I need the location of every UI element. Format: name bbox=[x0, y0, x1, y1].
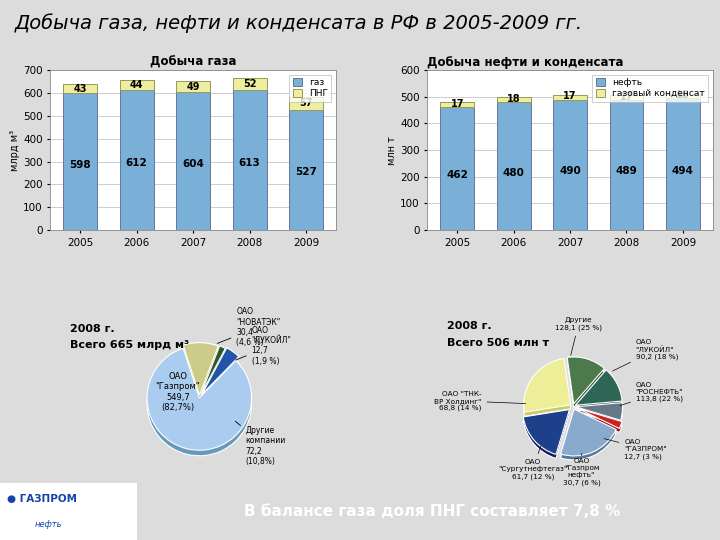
Bar bbox=[610, 95, 644, 100]
Text: ОАО
"Сургутнефтегаз"
61,7 (12 %): ОАО "Сургутнефтегаз" 61,7 (12 %) bbox=[498, 446, 567, 480]
Text: ● ГАЗПРОМ: ● ГАЗПРОМ bbox=[7, 494, 77, 504]
Text: ОАО
"ГАЗПРОМ"
12,7 (3 %): ОАО "ГАЗПРОМ" 12,7 (3 %) bbox=[604, 438, 667, 460]
Legend: газ, ПНГ: газ, ПНГ bbox=[289, 75, 331, 102]
Text: Добыча газа, нефти и конденсата в РФ в 2005-2009 гг.: Добыча газа, нефти и конденсата в РФ в 2… bbox=[14, 14, 582, 33]
Wedge shape bbox=[577, 408, 622, 429]
Bar bbox=[176, 81, 210, 92]
Bar bbox=[233, 78, 266, 90]
Wedge shape bbox=[577, 412, 622, 433]
Text: 2008 г.: 2008 г. bbox=[447, 321, 492, 331]
Text: 489: 489 bbox=[616, 166, 637, 177]
Wedge shape bbox=[183, 348, 218, 401]
Wedge shape bbox=[567, 361, 604, 408]
Wedge shape bbox=[567, 357, 604, 404]
Text: 43: 43 bbox=[73, 84, 87, 93]
Text: 18: 18 bbox=[507, 94, 521, 104]
Bar bbox=[289, 110, 323, 230]
Text: 613: 613 bbox=[239, 158, 261, 168]
Wedge shape bbox=[147, 354, 251, 456]
Bar bbox=[497, 97, 531, 102]
Text: 18: 18 bbox=[676, 90, 690, 100]
Y-axis label: млрд м³: млрд м³ bbox=[10, 130, 20, 171]
Text: ОАО
"НОВАТЭК"
30,4
(4,6 %): ОАО "НОВАТЭК" 30,4 (4,6 %) bbox=[217, 307, 281, 347]
Text: 57: 57 bbox=[300, 98, 312, 108]
Bar bbox=[666, 98, 700, 230]
Bar bbox=[120, 80, 153, 90]
Text: ОАО
"ЛУКОЙЛ"
12,7
(1,9 %): ОАО "ЛУКОЙЛ" 12,7 (1,9 %) bbox=[235, 326, 292, 366]
Text: 612: 612 bbox=[126, 158, 148, 168]
Text: Другие
128,1 (25 %): Другие 128,1 (25 %) bbox=[555, 317, 602, 355]
Text: 17: 17 bbox=[563, 91, 577, 102]
Bar bbox=[497, 102, 531, 230]
Bar bbox=[176, 92, 210, 230]
Text: ОАО
"Газпром
нефть"
30,7 (6 %): ОАО "Газпром нефть" 30,7 (6 %) bbox=[562, 454, 600, 486]
Bar bbox=[440, 103, 474, 107]
Wedge shape bbox=[561, 413, 616, 460]
Y-axis label: млн т: млн т bbox=[387, 136, 397, 165]
Text: ОАО "ТНК-
ВР Холдинг"
68,8 (14 %): ОАО "ТНК- ВР Холдинг" 68,8 (14 %) bbox=[434, 390, 526, 411]
Text: ОАО
"РОСНЕФТЬ"
113,8 (22 %): ОАО "РОСНЕФТЬ" 113,8 (22 %) bbox=[620, 382, 683, 406]
Wedge shape bbox=[201, 346, 225, 395]
Wedge shape bbox=[523, 359, 570, 412]
Text: 604: 604 bbox=[182, 159, 204, 169]
Text: Всего 506 млн т: Всего 506 млн т bbox=[447, 338, 549, 348]
Text: 17: 17 bbox=[620, 92, 633, 102]
Legend: нефть, газовый конденсат: нефть, газовый конденсат bbox=[592, 75, 708, 102]
Text: В балансе газа доля ПНГ составляет 7,8 %: В балансе газа доля ПНГ составляет 7,8 % bbox=[244, 504, 620, 519]
Bar bbox=[666, 93, 700, 98]
Text: нефть: нефть bbox=[35, 519, 62, 529]
Text: Другие
компании
72,2
(10,8%): Другие компании 72,2 (10,8%) bbox=[235, 421, 286, 466]
Bar bbox=[553, 99, 587, 230]
Text: 598: 598 bbox=[70, 159, 91, 170]
Bar bbox=[63, 93, 97, 230]
Bar bbox=[120, 90, 153, 230]
Text: 490: 490 bbox=[559, 166, 581, 177]
Wedge shape bbox=[576, 403, 623, 420]
Text: ОАО
"Газпром"
549,7
(82,7%): ОАО "Газпром" 549,7 (82,7%) bbox=[156, 372, 200, 412]
Bar bbox=[440, 107, 474, 230]
Bar bbox=[233, 90, 266, 230]
Wedge shape bbox=[202, 353, 239, 400]
Text: 49: 49 bbox=[186, 82, 200, 92]
Text: Всего 665 млрд м³: Всего 665 млрд м³ bbox=[70, 340, 189, 349]
Wedge shape bbox=[523, 362, 570, 416]
Wedge shape bbox=[147, 348, 251, 450]
FancyBboxPatch shape bbox=[0, 483, 137, 540]
Wedge shape bbox=[575, 370, 622, 405]
Text: 494: 494 bbox=[672, 166, 694, 176]
Wedge shape bbox=[523, 414, 570, 458]
Wedge shape bbox=[561, 409, 616, 456]
Wedge shape bbox=[202, 348, 239, 394]
Wedge shape bbox=[575, 374, 622, 409]
Text: ОАО
"ЛУКОЙЛ"
90,2 (18 %): ОАО "ЛУКОЙЛ" 90,2 (18 %) bbox=[613, 339, 678, 371]
Text: 480: 480 bbox=[503, 167, 525, 178]
Text: 2008 г.: 2008 г. bbox=[70, 324, 114, 334]
Bar bbox=[63, 84, 97, 93]
Wedge shape bbox=[201, 352, 225, 400]
Bar bbox=[289, 97, 323, 110]
Text: Добыча нефти и конденсата: Добыча нефти и конденсата bbox=[427, 56, 624, 69]
Title: Добыча газа: Добыча газа bbox=[150, 56, 236, 69]
Text: 527: 527 bbox=[295, 167, 317, 177]
Bar bbox=[610, 100, 644, 230]
Text: 17: 17 bbox=[451, 99, 464, 109]
Text: 44: 44 bbox=[130, 80, 143, 90]
Text: 52: 52 bbox=[243, 79, 256, 89]
Wedge shape bbox=[576, 407, 623, 424]
Bar bbox=[553, 95, 587, 99]
Wedge shape bbox=[523, 409, 570, 454]
Wedge shape bbox=[183, 342, 218, 395]
Text: 462: 462 bbox=[446, 170, 468, 180]
